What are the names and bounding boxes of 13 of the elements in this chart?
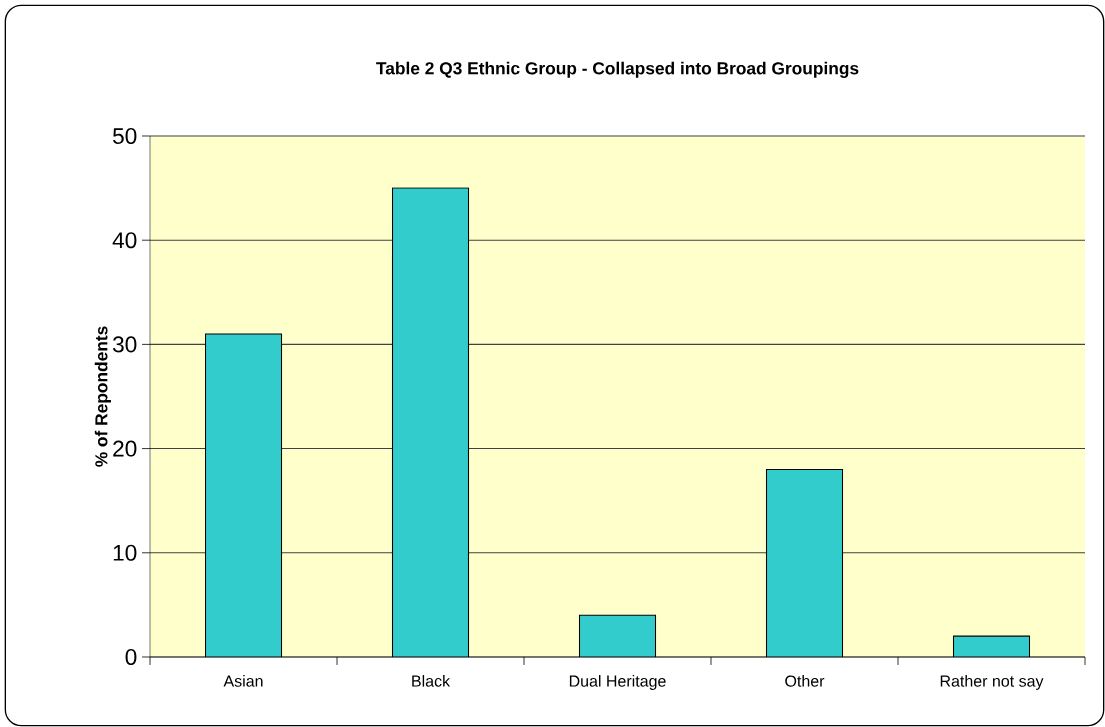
y-tick-label: 0: [125, 648, 137, 666]
y-tick-label: 50: [112, 127, 137, 145]
x-tick-label: Other: [785, 675, 825, 687]
y-tick-label: 20: [113, 440, 137, 457]
x-tick-label: Rather not say: [940, 675, 1044, 690]
y-tick-label: 30: [112, 336, 137, 353]
x-tick-label: Black: [412, 675, 451, 687]
x-tick-label: Asian: [223, 675, 263, 687]
y-tick-label: 10: [113, 544, 137, 561]
y-tick-label: 40: [112, 232, 137, 249]
chart-title: Table 2 Q3 Ethnic Group - Collapsed into Broad Groupings: [376, 61, 859, 78]
x-tick-label: Dual Heritage: [569, 675, 666, 690]
y-axis-title: % of Repondents: [94, 326, 111, 467]
